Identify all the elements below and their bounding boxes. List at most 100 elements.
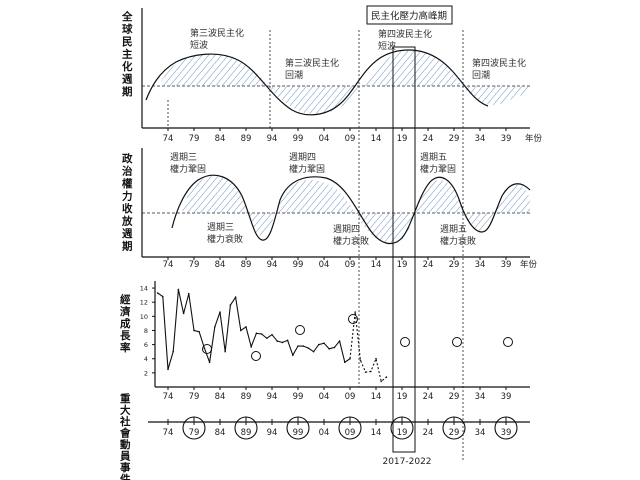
growth-marker-39 [503, 337, 513, 347]
growth-point-1972 [156, 292, 159, 294]
panel-social-mobilization: 74 79 84 89 94 99 04 09 14 19 24 29 34 39 重大社會動員事件 [119, 392, 530, 480]
p2-note-2-line1: 週期三 [207, 222, 234, 233]
growth-point-2011 [359, 359, 362, 361]
p3-tick-label-94: 94 [267, 392, 278, 402]
growth-point-1983 [214, 326, 216, 328]
p3-tick-label-19: 19 [397, 392, 408, 402]
growth-line-solid [157, 289, 351, 370]
event-tick-label-19: 19 [397, 428, 408, 438]
p1-tick-label-84: 84 [215, 134, 226, 144]
p3-tick-label-29: 29 [449, 392, 460, 402]
growth-marker-89 [251, 351, 261, 361]
p2-tick-label-04: 04 [319, 260, 330, 270]
panel1-hatch-peak-2 [365, 50, 462, 86]
p2-tick-label-99: 99 [293, 260, 304, 270]
growth-point-1982 [208, 361, 211, 364]
p3-tick-label-34: 34 [475, 392, 486, 402]
p3-ytick-label-2: 2 [144, 369, 148, 377]
p2-tick-label-84: 84 [215, 260, 226, 270]
p2-tick-label-79: 79 [189, 260, 200, 270]
p2-tick-label-09: 09 [345, 260, 356, 270]
growth-point-2004 [323, 342, 325, 344]
panel4-x-ticks: 74 79 84 89 94 99 04 09 14 19 24 29 34 39 [163, 416, 518, 440]
peak-period-range: 2017-2022 [382, 457, 431, 467]
p2-note-1-line1: 週期三 [170, 152, 197, 163]
growth-point-1978 [188, 292, 190, 295]
p2-tick-label-74: 74 [163, 260, 174, 270]
growth-marker-99 [295, 325, 305, 335]
p3-ytick-label-4: 4 [144, 355, 148, 363]
p1-tick-label-39: 39 [501, 134, 512, 144]
growth-point-1976 [177, 288, 180, 291]
growth-marker-79 [202, 344, 212, 354]
growth-marker-29 [452, 337, 462, 347]
p3-tick-label-09: 09 [345, 392, 356, 402]
p1-tick-label-89: 89 [241, 134, 252, 144]
p3-tick-label-04: 04 [319, 392, 330, 402]
p2-note-4-line2: 權力衰敗 [333, 235, 369, 247]
p1-tick-label-04: 04 [319, 134, 330, 144]
growth-point-1984 [219, 311, 221, 313]
p2-tick-label-39: 39 [501, 260, 512, 270]
event-tick-label-04: 04 [319, 428, 330, 438]
growth-point-2000 [302, 345, 305, 347]
p1-note-3-line1: 第四波民主化 [378, 28, 432, 40]
p1-note-1-line2: 短波 [190, 39, 208, 51]
panel3-y-ticks: 14 12 10 8 6 4 2 [140, 285, 155, 377]
p3-tick-label-74: 74 [163, 392, 174, 402]
peak-period-title-box [366, 5, 453, 25]
growth-point-1998 [292, 354, 294, 357]
p1-note-2-line1: 第三波民主化 [285, 57, 339, 69]
event-tick-label-84: 84 [215, 428, 226, 438]
p1-tick-label-19: 19 [397, 134, 408, 144]
growth-point-1995 [276, 340, 279, 342]
p1-tick-label-74: 74 [163, 134, 174, 144]
p3-ytick-label-10: 10 [140, 313, 148, 321]
p3-ytick-label-14: 14 [140, 285, 148, 293]
panel1-y-label: 全球民主化週期 [121, 10, 133, 98]
panel2-curve [171, 174, 531, 245]
p3-ytick-label-8: 8 [144, 327, 148, 335]
p1-tick-label-94: 94 [267, 134, 278, 144]
growth-point-2014 [375, 357, 377, 360]
p3-tick-label-24: 24 [423, 392, 434, 402]
panel1-hatch-trough-2 [462, 86, 530, 105]
growth-point-1987 [234, 296, 237, 299]
growth-point-1994 [271, 333, 273, 336]
growth-point-1981 [203, 347, 206, 349]
p2-tick-label-34: 34 [475, 260, 486, 270]
growth-point-1977 [182, 312, 185, 315]
p2-tick-label-94: 94 [267, 260, 278, 270]
peak-period-column [392, 46, 416, 453]
panel2-hatch-4 [355, 213, 415, 244]
p2-tick-label-14: 14 [371, 260, 382, 270]
growth-point-2013 [370, 370, 372, 373]
p2-note-5-line1: 週期五 [420, 152, 447, 163]
panel3-y-label: 經濟成長率 [120, 293, 131, 354]
p2-tick-label-29: 29 [449, 260, 460, 270]
growth-point-2009 [349, 357, 351, 360]
p2-note-2-line2: 權力衰敗 [207, 233, 243, 245]
panel2-hatch-3 [276, 180, 355, 213]
event-tick-label-94: 94 [267, 428, 278, 438]
growth-point-1996 [281, 341, 284, 344]
event-tick-label-14: 14 [371, 428, 382, 438]
p3-tick-label-99: 99 [293, 392, 304, 402]
event-tick-label-79: 79 [189, 428, 200, 438]
growth-point-2010 [354, 311, 357, 313]
panel-global-democratization: 第三波民主化 短波 第三波民主化 回潮 第四波民主化 短波 第四波民主化 回潮 … [121, 8, 543, 144]
p1-tick-label-14: 14 [371, 134, 382, 144]
growth-point-1999 [297, 345, 299, 347]
p1-tick-label-79: 79 [189, 134, 200, 144]
event-tick-label-24: 24 [423, 428, 434, 438]
growth-point-1997 [286, 339, 289, 342]
p1-tick-label-99: 99 [293, 134, 304, 144]
year-guides [167, 30, 464, 460]
growth-point-2016 [385, 376, 388, 378]
event-tick-label-09: 09 [345, 428, 356, 438]
event-tick-label-89: 89 [241, 428, 252, 438]
growth-point-1988 [240, 329, 242, 332]
p1-tick-label-29: 29 [449, 134, 460, 144]
p2-note-1-line2: 權力鞏固 [170, 163, 206, 175]
